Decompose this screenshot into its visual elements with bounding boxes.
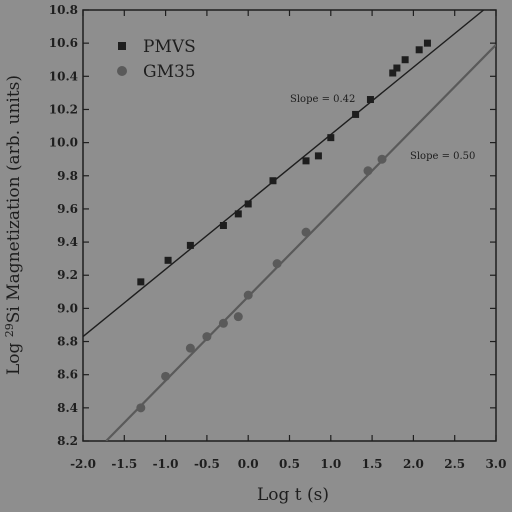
point-gm35 (272, 259, 282, 269)
point-pmvs (219, 222, 227, 229)
point-pmvs (302, 157, 310, 165)
x-tick-label: 2.5 (444, 457, 465, 471)
point-gm35 (161, 371, 171, 381)
y-tick-label: 10.0 (49, 136, 78, 150)
slope-annotation-gm35: Slope = 0.50 (410, 151, 475, 162)
plot-area (82, 9, 497, 442)
y-axis-title-rest: Si Magnetization (arb. units) (4, 75, 24, 323)
point-pmvs (393, 64, 401, 72)
x-tick-label: 1.5 (362, 457, 383, 471)
y-axis-title-superscript: 29 (3, 323, 16, 337)
y-tick-label: 10.8 (49, 3, 78, 17)
x-tick-label: 2.0 (403, 457, 424, 471)
legend-marker-pmvs (118, 42, 126, 50)
point-pmvs (269, 177, 277, 185)
y-tick-label: 10.6 (49, 36, 78, 50)
point-pmvs (423, 39, 431, 47)
point-pmvs (164, 256, 172, 264)
y-tick-label: 9.0 (57, 301, 78, 315)
x-tick-label: -1.5 (111, 457, 137, 471)
x-tick-label: 3.0 (486, 457, 507, 471)
y-axis-title: Log 29Si Magnetization (arb. units) (3, 75, 24, 375)
point-gm35 (301, 227, 311, 237)
y-axis-title-prefix: Log (4, 337, 24, 375)
x-tick-label: 1.0 (320, 457, 341, 471)
legend-label-gm35: GM35 (143, 62, 196, 82)
point-pmvs (314, 152, 322, 160)
point-pmvs (137, 278, 145, 286)
data-points (136, 39, 431, 413)
y-tick-label: 9.4 (57, 235, 78, 249)
point-pmvs (366, 96, 374, 104)
legend-label-pmvs: PMVS (143, 37, 196, 57)
point-pmvs (244, 200, 252, 208)
x-tick-label: 0.5 (279, 457, 300, 471)
fit-lines (83, 10, 496, 441)
y-tick-label: 8.4 (57, 401, 78, 415)
x-tick-label: -2.0 (70, 457, 96, 471)
point-gm35 (218, 318, 228, 328)
x-axis-title: Log t (s) (257, 485, 329, 505)
point-pmvs (186, 241, 194, 249)
x-tick-label: -1.0 (153, 457, 179, 471)
point-gm35 (363, 166, 373, 176)
x-tick-label: 0.0 (238, 457, 259, 471)
point-pmvs (389, 69, 397, 77)
slope-annotation-pmvs: Slope = 0.42 (290, 94, 355, 105)
y-tick-label: 10.4 (49, 69, 78, 83)
point-gm35 (243, 290, 253, 300)
y-tick-label: 8.8 (57, 335, 78, 349)
point-pmvs (234, 210, 242, 218)
fit-line-pmvs (83, 10, 485, 338)
y-tick-label: 9.2 (57, 268, 78, 282)
y-tick-label: 8.2 (57, 434, 78, 448)
point-gm35 (136, 403, 146, 413)
y-tick-label: 9.6 (57, 202, 78, 216)
point-gm35 (185, 343, 195, 353)
point-gm35 (233, 312, 243, 322)
y-tick-label: 10.2 (49, 102, 78, 116)
point-pmvs (401, 56, 409, 64)
point-gm35 (202, 332, 212, 342)
point-pmvs (327, 134, 335, 142)
point-pmvs (352, 110, 360, 118)
x-tick-label: -0.5 (194, 457, 220, 471)
y-axis-ticks: 8.2 8.4 8.6 8.8 9.0 9.2 9.4 9.6 9.8 10.0 10.2 10.4 1… (49, 3, 496, 448)
x-axis-ticks: -2.0 -1.5 -1.0 -0.5 0.0 0.5 1.0 1.5 2.0 2.5 3.0 (70, 10, 506, 471)
y-tick-label: 9.8 (57, 169, 78, 183)
legend: PMVS GM35 (117, 37, 196, 82)
legend-marker-gm35 (117, 66, 127, 76)
slope-annotations: Slope = 0.42 Slope = 0.50 (290, 94, 475, 162)
point-pmvs (415, 46, 423, 54)
point-gm35 (377, 154, 387, 164)
y-tick-label: 8.6 (57, 368, 78, 382)
fit-line-gm35 (105, 44, 496, 441)
